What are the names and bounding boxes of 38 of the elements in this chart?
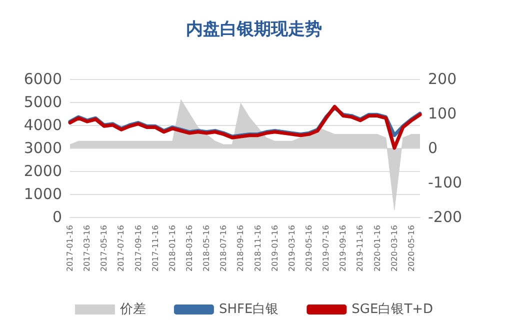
y-tick-label: 5000 [24,93,62,111]
x-tick-label: 2019-05-16 [304,225,314,272]
x-tick-label: 2017-09-16 [134,225,143,272]
x-tick-label: 2017-01-16 [66,225,74,272]
y-tick-label: 6000 [24,70,62,88]
y2-tick-label: -200 [428,208,462,226]
x-tick-label: 2020-01-16 [372,225,382,272]
x-tick-label: 2018-03-16 [185,225,194,272]
x-tick-label: 2017-03-16 [82,225,92,272]
y2-tick-label: 100 [428,104,457,122]
legend-label: 价差 [118,302,146,317]
x-tick-label: 2020-03-16 [390,225,399,272]
x-tick-label: 2018-09-16 [236,225,246,272]
y2-tick-label: -100 [428,174,462,192]
x-tick-label: 2019-07-16 [322,225,331,272]
chart-title: 内盘白银期现走势 [186,20,322,40]
x-tick-label: 2019-09-16 [338,225,348,272]
y2-tick-label: 200 [428,70,457,88]
x-tick-label: 2017-05-16 [100,225,109,272]
y-tick-label: 0 [52,208,62,226]
y-tick-label: 2000 [24,162,62,180]
x-tick-label: 2019-01-16 [270,225,280,272]
line-series [68,104,422,150]
legend-label: SGE白银T+D [352,302,434,317]
y-tick-label: 1000 [24,185,62,203]
x-tick-label: 2019-11-16 [356,225,365,272]
x-tick-label: 2017-11-16 [150,225,160,272]
legend-label: SHFE白银 [218,302,279,317]
x-tick-label: 2018-01-16 [168,225,177,272]
x-tick-label: 2018-05-16 [202,225,212,272]
x-tick-label: 2020-05-16 [406,225,416,272]
y-tick-label: 4000 [24,116,62,134]
x-tick-label: 2018-11-16 [253,225,262,272]
y2-tick-label: 0 [428,139,438,157]
x-tick-label: 2017-07-16 [116,225,126,272]
x-tick-label: 2019-03-16 [287,225,296,272]
x-tick-label: 2018-07-16 [219,225,228,272]
y-tick-label: 3000 [24,139,62,157]
